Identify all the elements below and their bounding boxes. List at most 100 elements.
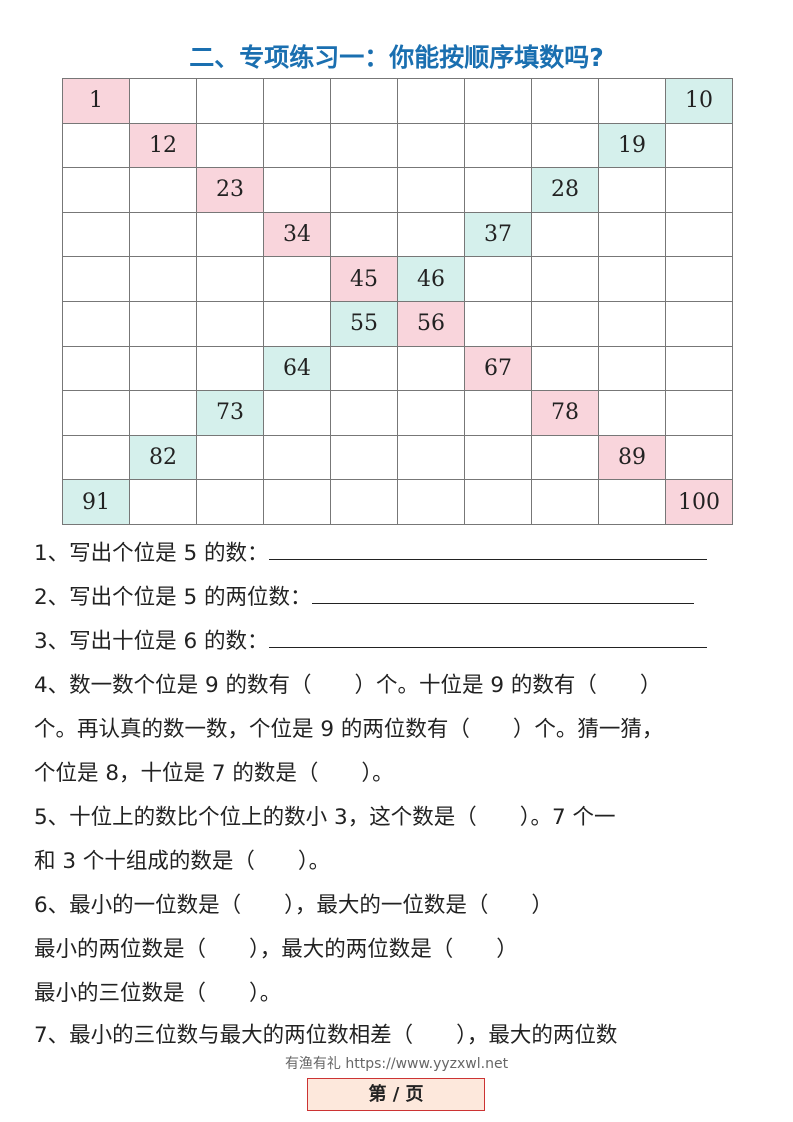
grid-cell-empty[interactable] (196, 256, 264, 302)
grid-cell-empty[interactable] (531, 300, 599, 347)
grid-cell-empty[interactable] (330, 122, 398, 169)
grid-cell-empty[interactable] (464, 122, 532, 169)
grid-cell-empty[interactable] (62, 122, 130, 169)
grid-cell-empty[interactable] (330, 167, 398, 213)
grid-cell-empty[interactable] (531, 78, 599, 124)
grid-cell-empty[interactable] (330, 78, 398, 124)
grid-cell-empty[interactable] (397, 434, 465, 481)
grid-cell-empty[interactable] (129, 345, 197, 392)
grid-cell-empty[interactable] (665, 167, 733, 213)
grid-cell-empty[interactable] (263, 434, 331, 481)
grid-cell-empty[interactable] (263, 390, 331, 436)
question-4-line-3: 个位是 8，十位是 7 的数是（ ）。 (34, 761, 394, 786)
grid-cell-filled: 64 (263, 345, 331, 392)
grid-cell-empty[interactable] (129, 78, 197, 124)
grid-cell-empty[interactable] (62, 167, 130, 213)
grid-cell-empty[interactable] (129, 256, 197, 302)
grid-row: 73 78 (62, 390, 733, 436)
grid-cell-empty[interactable] (330, 434, 398, 481)
grid-cell-empty[interactable] (464, 300, 532, 347)
grid-cell-empty[interactable] (129, 167, 197, 213)
grid-cell-empty[interactable] (598, 345, 666, 392)
grid-cell-filled: 19 (598, 122, 666, 169)
grid-cell-empty[interactable] (464, 479, 532, 525)
grid-cell-empty[interactable] (665, 434, 733, 481)
grid-cell-empty[interactable] (464, 167, 532, 213)
grid-cell-empty[interactable] (263, 78, 331, 124)
page-title: 二、专项练习一：你能按顺序填数吗? (189, 43, 604, 72)
grid-cell-empty[interactable] (62, 345, 130, 392)
grid-cell-empty[interactable] (397, 122, 465, 169)
grid-cell-empty[interactable] (330, 479, 398, 525)
number-grid: 1 10 12 19 23 28 34 37 45 46 55 56 64 67 73 78 82 89 91 100 (62, 78, 733, 525)
grid-cell-empty[interactable] (397, 211, 465, 258)
grid-cell-empty[interactable] (598, 256, 666, 302)
grid-cell-empty[interactable] (129, 211, 197, 258)
grid-cell-empty[interactable] (665, 390, 733, 436)
grid-cell-empty[interactable] (665, 345, 733, 392)
grid-cell-empty[interactable] (464, 390, 532, 436)
grid-cell-empty[interactable] (62, 390, 130, 436)
grid-cell-empty[interactable] (464, 78, 532, 124)
grid-cell-empty[interactable] (62, 434, 130, 481)
grid-cell-empty[interactable] (196, 211, 264, 258)
grid-cell-empty[interactable] (397, 78, 465, 124)
grid-cell-empty[interactable] (330, 390, 398, 436)
grid-cell-empty[interactable] (263, 300, 331, 347)
grid-cell-empty[interactable] (531, 256, 599, 302)
grid-cell-empty[interactable] (665, 211, 733, 258)
answer-line[interactable] (311, 583, 694, 604)
grid-cell-empty[interactable] (263, 479, 331, 525)
grid-cell-empty[interactable] (665, 300, 733, 347)
grid-cell-empty[interactable] (263, 122, 331, 169)
grid-cell-empty[interactable] (598, 390, 666, 436)
grid-cell-empty[interactable] (62, 300, 130, 347)
grid-cell-empty[interactable] (598, 167, 666, 213)
grid-cell-filled: 45 (330, 256, 398, 302)
grid-cell-empty[interactable] (129, 479, 197, 525)
grid-cell-empty[interactable] (665, 256, 733, 302)
grid-row: 12 19 (62, 122, 733, 169)
grid-cell-empty[interactable] (531, 211, 599, 258)
grid-cell-empty[interactable] (196, 78, 264, 124)
grid-cell-empty[interactable] (464, 256, 532, 302)
question-1: 1、写出个位是 5 的数： (34, 536, 707, 567)
grid-cell-empty[interactable] (598, 211, 666, 258)
grid-cell-filled: 91 (62, 479, 130, 525)
grid-row: 64 67 (62, 345, 733, 392)
grid-cell-empty[interactable] (62, 256, 130, 302)
answer-line[interactable] (268, 539, 707, 560)
grid-cell-empty[interactable] (531, 122, 599, 169)
grid-cell-empty[interactable] (598, 300, 666, 347)
grid-cell-empty[interactable] (598, 479, 666, 525)
grid-cell-empty[interactable] (62, 211, 130, 258)
grid-cell-filled: 28 (531, 167, 599, 213)
grid-cell-empty[interactable] (397, 390, 465, 436)
grid-cell-empty[interactable] (397, 167, 465, 213)
grid-cell-empty[interactable] (129, 390, 197, 436)
grid-cell-empty[interactable] (196, 345, 264, 392)
grid-cell-filled: 46 (397, 256, 465, 302)
grid-cell-empty[interactable] (263, 256, 331, 302)
grid-cell-empty[interactable] (531, 434, 599, 481)
grid-cell-empty[interactable] (196, 122, 264, 169)
grid-cell-empty[interactable] (531, 345, 599, 392)
grid-cell-empty[interactable] (464, 434, 532, 481)
grid-cell-empty[interactable] (598, 78, 666, 124)
grid-cell-empty[interactable] (330, 345, 398, 392)
grid-cell-empty[interactable] (129, 300, 197, 347)
grid-cell-empty[interactable] (196, 300, 264, 347)
grid-cell-filled: 67 (464, 345, 532, 392)
grid-cell-empty[interactable] (330, 211, 398, 258)
grid-cell-empty[interactable] (397, 479, 465, 525)
grid-cell-empty[interactable] (263, 167, 331, 213)
grid-cell-empty[interactable] (531, 479, 599, 525)
grid-cell-empty[interactable] (196, 434, 264, 481)
answer-line[interactable] (268, 627, 707, 648)
grid-cell-empty[interactable] (665, 122, 733, 169)
grid-cell-empty[interactable] (196, 479, 264, 525)
grid-cell-filled: 34 (263, 211, 331, 258)
grid-cell-filled: 56 (397, 300, 465, 347)
grid-cell-empty[interactable] (397, 345, 465, 392)
